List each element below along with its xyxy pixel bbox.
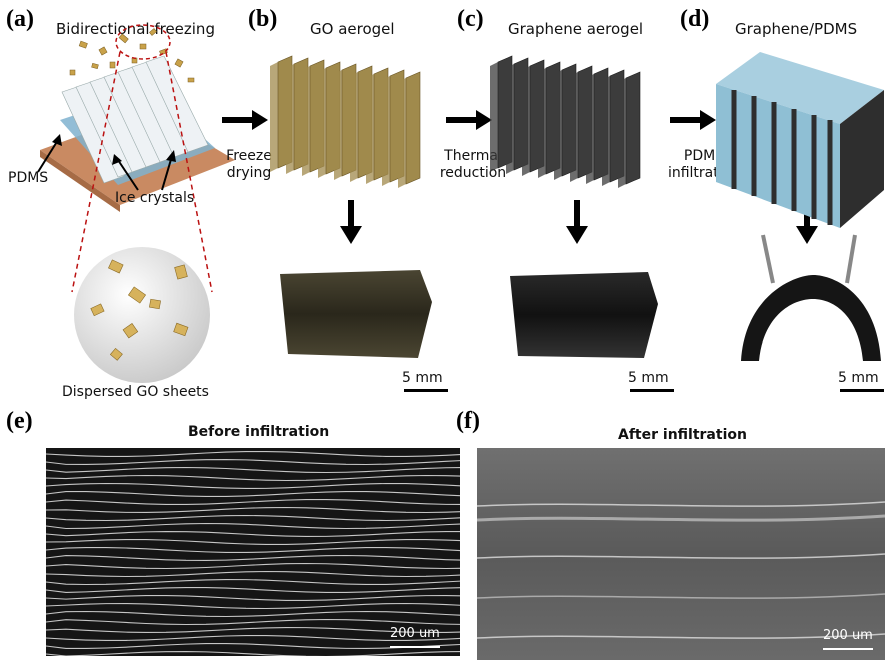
panel-label-d: (d) bbox=[680, 6, 710, 32]
dispersed-go-label: Dispersed GO sheets bbox=[62, 384, 209, 400]
lamella-line bbox=[46, 562, 460, 570]
arrow-right-icon bbox=[252, 110, 268, 130]
lamella-line bbox=[46, 474, 460, 482]
panel-e-title: Before infiltration bbox=[188, 424, 330, 440]
graphene-pdms-schematic bbox=[716, 52, 884, 228]
panel-a-title: Bidirectional freezing bbox=[56, 20, 215, 38]
panel-f-title: After infiltration bbox=[618, 427, 747, 443]
scale-label-b: 5 mm bbox=[402, 370, 443, 386]
scale-label-c: 5 mm bbox=[628, 370, 669, 386]
step3-line1: PDMS bbox=[683, 148, 725, 164]
panel-label-e: (e) bbox=[6, 408, 33, 434]
ice-crystals-label: Ice crystals bbox=[115, 190, 195, 206]
lamella-line bbox=[46, 458, 460, 466]
aerogel-sheet-face bbox=[286, 64, 294, 174]
graphene-aerogel-photo bbox=[510, 272, 658, 358]
panel-b-title: GO aerogel bbox=[310, 20, 395, 38]
panel-label-c: (c) bbox=[457, 6, 484, 32]
lamella-line bbox=[46, 546, 460, 554]
step-thermal-reduction: Thermal reduction bbox=[434, 148, 512, 182]
sem-before-scale-label: 200 um bbox=[390, 626, 440, 641]
aerogel-sheet-face bbox=[398, 78, 406, 188]
aerogel-sheet-face bbox=[334, 70, 342, 180]
surface-ridge bbox=[477, 501, 885, 507]
lamella-line bbox=[46, 626, 460, 634]
go-aerogel-schematic bbox=[270, 55, 421, 188]
lamella-line bbox=[46, 530, 460, 538]
lamella-line bbox=[46, 602, 460, 610]
lamella-line bbox=[46, 586, 460, 593]
aerogel-sheet-face bbox=[538, 68, 546, 178]
lamella-line bbox=[46, 578, 460, 586]
aerogel-sheet-face bbox=[618, 78, 626, 188]
lamella-line bbox=[46, 635, 460, 642]
aerogel-sheet-face bbox=[366, 74, 374, 184]
aerogel-sheet-face bbox=[270, 62, 278, 172]
aerogel-sheet-face bbox=[506, 64, 514, 174]
panel-d-title: Graphene/PDMS bbox=[735, 20, 858, 38]
lamella-line bbox=[46, 506, 460, 514]
step2-line2: reduction bbox=[439, 165, 507, 181]
lamella-line bbox=[46, 482, 460, 490]
sem-before-texture bbox=[46, 450, 460, 656]
aerogel-sheet-face bbox=[522, 66, 530, 176]
aerogel-sheet-face bbox=[490, 62, 498, 172]
step2-line1: Thermal bbox=[444, 148, 502, 164]
aerogel-sheet-face bbox=[350, 72, 358, 182]
lamella-line bbox=[46, 618, 460, 626]
lamella-line bbox=[46, 594, 460, 602]
step1-line1: Freeze bbox=[226, 148, 272, 164]
aerogel-sheet-face bbox=[554, 70, 562, 180]
lamella-line bbox=[46, 650, 460, 656]
panel-label-b: (b) bbox=[248, 6, 278, 32]
lamella-line bbox=[46, 522, 460, 530]
aerogel-sheet bbox=[625, 71, 641, 185]
surface-ridge bbox=[477, 593, 885, 599]
surface-ridge bbox=[477, 553, 885, 559]
aerogel-sheet bbox=[405, 71, 421, 185]
bidirectional-freezing-schematic bbox=[37, 24, 235, 383]
scale-label-d: 5 mm bbox=[838, 370, 879, 386]
bent-composite-photo bbox=[741, 234, 881, 361]
lamella-line bbox=[46, 514, 460, 522]
aerogel-sheet-face bbox=[570, 72, 578, 182]
step-freeze-drying: Freeze drying bbox=[220, 148, 278, 182]
panel-c-title: Graphene aerogel bbox=[508, 20, 644, 38]
go-aerogel-photo bbox=[280, 270, 432, 358]
aerogel-sheet-face bbox=[302, 66, 310, 176]
lamella-line bbox=[46, 490, 460, 498]
scale-bar-b bbox=[404, 389, 448, 392]
scale-bar-c bbox=[630, 389, 674, 392]
aerogel-sheet-face bbox=[586, 74, 594, 184]
sem-after-scale-bar bbox=[823, 648, 873, 650]
aerogel-sheet-face bbox=[602, 76, 610, 186]
surface-ridge bbox=[477, 514, 885, 522]
lamella-line bbox=[46, 450, 460, 458]
lamella-line bbox=[46, 538, 460, 545]
sem-after-scale-label: 200 um bbox=[823, 628, 873, 643]
lamella-line bbox=[46, 554, 460, 562]
aerogel-sheet-face bbox=[318, 68, 326, 178]
panel-label-f: (f) bbox=[456, 408, 480, 434]
lamella-line bbox=[46, 466, 460, 474]
lamella-line bbox=[46, 570, 460, 578]
graphene-aerogel-schematic bbox=[490, 55, 641, 188]
sem-after-texture bbox=[477, 448, 885, 660]
pdms-label: PDMS bbox=[8, 170, 49, 186]
panel-label-a: (a) bbox=[6, 6, 34, 32]
surface-ridge bbox=[477, 633, 885, 639]
scale-bar-d bbox=[840, 389, 884, 392]
sem-image-after: 200 um bbox=[477, 448, 885, 660]
lamella-line bbox=[46, 610, 460, 618]
lamella-line bbox=[46, 498, 460, 506]
sem-before-scale-bar bbox=[390, 646, 440, 648]
sem-image-before: 200 um bbox=[46, 448, 460, 656]
step1-line2: drying bbox=[226, 165, 272, 181]
aerogel-sheet-face bbox=[382, 76, 390, 186]
